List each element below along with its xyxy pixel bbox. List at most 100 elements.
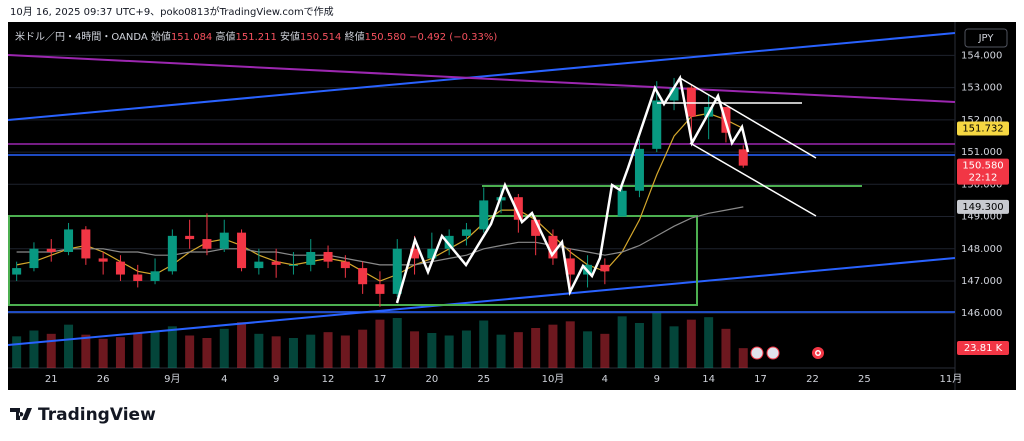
candle-body — [271, 261, 281, 265]
y-tick-label: 150.000 — [961, 179, 1002, 190]
legend-label: 終値 — [345, 30, 365, 43]
legend: 米ドル／円・4時間・OANDA 始値151.084 高値151.211 安値15… — [15, 30, 497, 43]
candle-body — [634, 148, 644, 191]
volume-bar — [531, 328, 541, 368]
volume-bar — [548, 324, 558, 368]
event-icons — [750, 346, 824, 360]
volume-bar — [686, 319, 696, 368]
volume-bar — [237, 322, 247, 368]
volume-bar — [358, 329, 368, 368]
legend-value: 151.211 — [235, 32, 276, 43]
candle-body — [444, 235, 454, 249]
legend-value: 150.514 — [300, 32, 341, 43]
volume-bar — [392, 318, 402, 368]
price-label: 149.300 — [962, 202, 1003, 213]
y-tick-label: 149.000 — [961, 212, 1002, 223]
x-tick-label: 10月 — [542, 373, 565, 385]
volume-bar — [461, 330, 471, 368]
volume-bar — [704, 317, 714, 368]
x-tick-label: 21 — [45, 374, 58, 385]
volume-bar — [427, 333, 437, 368]
x-tick-label: 9月 — [164, 373, 180, 385]
x-tick-label: 9 — [654, 374, 660, 385]
volume-bar — [410, 331, 420, 368]
x-tick-label: 4 — [221, 374, 227, 385]
candle-body — [288, 264, 298, 266]
candle-body — [427, 248, 437, 259]
candle-body — [513, 197, 523, 220]
price-label-box — [957, 121, 1009, 136]
volume-bar — [133, 333, 143, 368]
volume-bar — [219, 328, 229, 368]
candle-body — [565, 258, 575, 275]
y-tick-label: 148.000 — [961, 244, 1002, 255]
x-tick-label: 20 — [425, 374, 438, 385]
candle-body — [64, 229, 74, 252]
candle-body — [202, 239, 212, 249]
volume-bar — [254, 333, 264, 368]
candle-body — [392, 248, 402, 294]
y-tick-label: 154.000 — [961, 50, 1002, 61]
candle-body — [254, 261, 264, 269]
caption: 10月 16, 2025 09:37 UTC+9、poko0813がTradin… — [10, 5, 334, 18]
volume-bar — [652, 313, 662, 368]
candle-body — [461, 229, 471, 236]
volume-bar — [513, 332, 523, 368]
candle-body — [652, 100, 662, 149]
candle-body — [167, 235, 177, 272]
volume-bar — [323, 332, 333, 368]
brand: TradingView — [38, 405, 156, 425]
candle-body — [531, 219, 541, 236]
volume-bar — [12, 336, 22, 368]
x-tick-label: 17 — [374, 374, 387, 385]
countdown-label: 22:12 — [969, 173, 998, 184]
candle-body — [617, 190, 627, 217]
x-tick-label: 14 — [702, 374, 715, 385]
candle-body — [306, 251, 316, 265]
volume-label-box — [957, 341, 1009, 355]
volume-bar — [288, 338, 298, 368]
volume-bar — [634, 323, 644, 368]
volume-bar — [306, 334, 316, 368]
volume-bar — [64, 324, 74, 368]
volume-bar — [46, 333, 56, 368]
candle-body — [98, 258, 108, 262]
price-label: 150.580 — [962, 161, 1003, 172]
volume-bar — [98, 338, 108, 368]
volume-bar — [617, 316, 627, 368]
currency[interactable]: JPY — [978, 33, 995, 44]
volume-bar — [150, 331, 160, 368]
candle-body — [738, 149, 748, 166]
candle-body — [410, 248, 420, 259]
volume-bar — [738, 348, 748, 368]
volume-bar — [202, 338, 212, 368]
volume-bar — [496, 334, 506, 368]
legend-value: 150.580 — [365, 32, 406, 43]
y-tick-label: 151.000 — [961, 147, 1002, 158]
candle-body — [479, 200, 489, 230]
currency-button[interactable] — [964, 28, 1008, 48]
candle-body — [115, 261, 125, 275]
candle-body — [81, 229, 91, 259]
candle-body — [548, 235, 558, 259]
legend-value: 151.084 — [171, 32, 212, 43]
legend-label: 始値 — [151, 30, 171, 43]
volume-bar — [375, 319, 385, 368]
volume-bar — [271, 336, 281, 368]
y-tick-label: 147.000 — [961, 276, 1002, 287]
volume-bar — [167, 326, 177, 368]
candle-body — [12, 268, 22, 275]
x-tick-label: 17 — [754, 374, 767, 385]
price-label-box — [957, 199, 1009, 214]
candle-body — [323, 251, 333, 262]
candle-body — [185, 235, 195, 240]
candle-body — [237, 232, 247, 269]
x-tick-label: 26 — [97, 374, 110, 385]
volume-bar — [185, 335, 195, 368]
x-tick-label: 22 — [806, 374, 819, 385]
volume-bar — [565, 321, 575, 368]
pattern-drawings — [395, 74, 817, 304]
legend-symbol: 米ドル／円・4時間・OANDA — [15, 30, 148, 43]
x-tick-label: 12 — [322, 374, 335, 385]
x-tick-label: 9 — [273, 374, 279, 385]
